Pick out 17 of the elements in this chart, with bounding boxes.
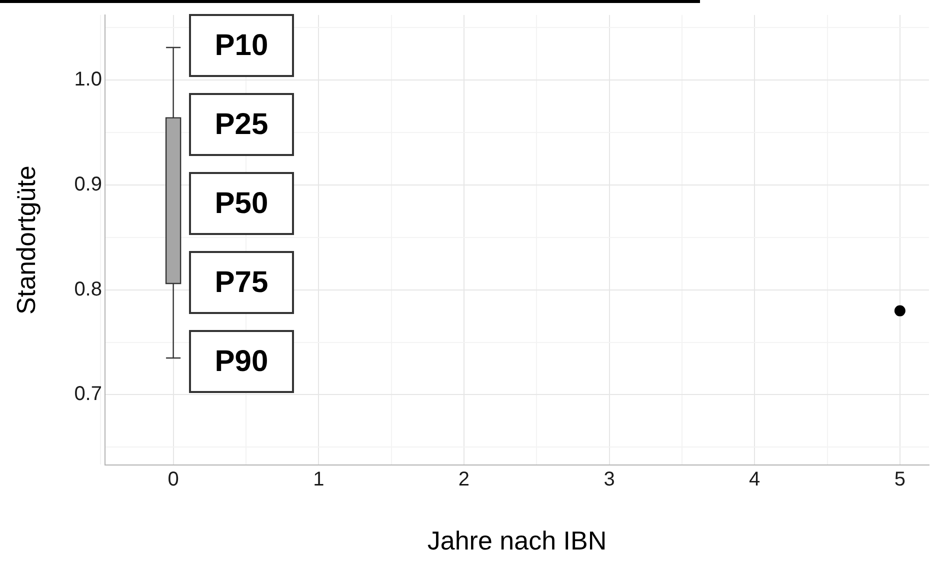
x-tick-label: 2: [458, 468, 470, 491]
y-tick-label: 0.7: [74, 383, 102, 406]
x-tick-label: 4: [749, 468, 760, 491]
y-tick-label: 0.8: [74, 278, 102, 300]
y-tick-label: 1.0: [74, 68, 102, 91]
annotation: P90: [189, 330, 294, 393]
x-tick-label: 0: [168, 468, 179, 491]
annotation: P25: [189, 93, 294, 156]
x-axis-title: Jahre nach IBN: [427, 526, 607, 556]
annotation: P75: [189, 251, 294, 314]
x-tick-label: 5: [894, 468, 906, 491]
x-tick-label: 3: [604, 468, 615, 491]
annotation: P50: [189, 172, 294, 235]
y-axis-title: Standortgüte: [10, 166, 41, 314]
annotation: P10: [189, 14, 294, 77]
x-tick-label: 1: [313, 468, 324, 491]
y-tick-label: 0.9: [74, 173, 102, 196]
